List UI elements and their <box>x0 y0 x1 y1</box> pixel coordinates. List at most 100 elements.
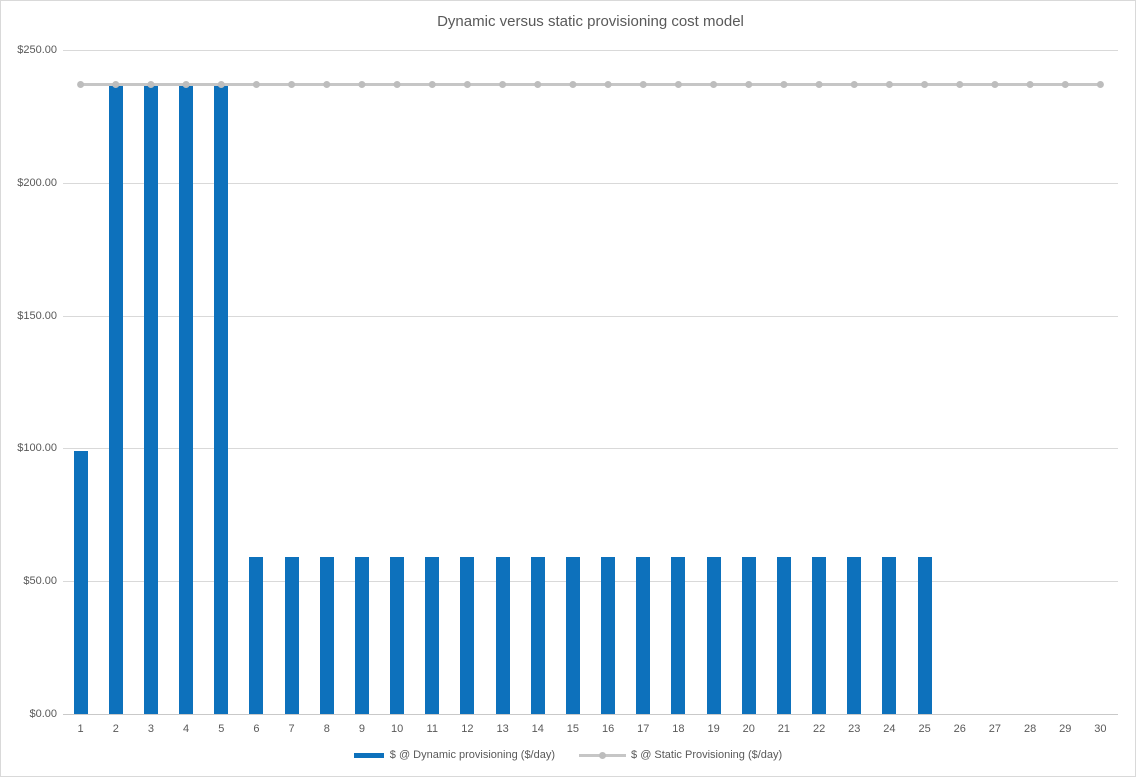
bar-day-2 <box>108 84 123 714</box>
line-marker-day-28 <box>1026 81 1034 89</box>
x-axis-tick-label: 6 <box>253 723 260 735</box>
y-axis-tick-label: $50.00 <box>23 575 57 588</box>
bar-day-3 <box>143 84 158 714</box>
x-axis-tick-label: 30 <box>1094 723 1107 735</box>
legend-item-static: $ @ Static Provisioning ($/day) <box>579 749 782 761</box>
x-axis-tick-label: 7 <box>288 723 295 735</box>
line-marker-day-23 <box>850 81 858 89</box>
bar-day-25 <box>917 557 932 714</box>
line-marker-day-18 <box>674 81 682 89</box>
x-axis-tick-label: 17 <box>637 723 650 735</box>
line-marker-day-17 <box>639 81 647 89</box>
line-marker-day-19 <box>710 81 718 89</box>
gridline <box>63 448 1118 450</box>
x-axis-tick-label: 27 <box>988 723 1002 735</box>
x-axis-tick-label: 4 <box>183 723 190 735</box>
line-marker-day-15 <box>569 81 577 89</box>
y-axis-tick-label: $200.00 <box>17 176 57 189</box>
x-axis-tick-label: 12 <box>461 723 474 735</box>
line-marker-day-26 <box>956 81 964 89</box>
bar-day-24 <box>882 557 897 714</box>
x-axis-tick-label: 13 <box>496 723 509 735</box>
line-marker-day-12 <box>463 81 471 89</box>
x-axis-tick-label: 24 <box>883 723 896 735</box>
x-axis-tick-label: 8 <box>323 723 330 735</box>
line-marker-day-16 <box>604 81 612 89</box>
line-marker-day-6 <box>252 81 260 89</box>
y-axis-tick-label: $250.00 <box>17 44 57 56</box>
x-axis-tick-label: 19 <box>707 723 720 735</box>
y-axis-tick-label: $0.00 <box>29 708 57 720</box>
line-marker-day-24 <box>885 81 893 89</box>
bar-day-5 <box>214 84 229 714</box>
legend: $ @ Dynamic provisioning ($/day) $ @ Sta… <box>1 749 1135 761</box>
x-axis-tick-label: 18 <box>672 723 685 735</box>
line-marker-day-1 <box>77 81 85 89</box>
line-marker-day-10 <box>393 81 401 89</box>
bar-day-10 <box>390 557 405 714</box>
bar-day-20 <box>741 557 756 714</box>
legend-label-static: $ @ Static Provisioning ($/day) <box>631 749 783 761</box>
line-marker-day-27 <box>991 81 999 89</box>
bar-day-4 <box>179 84 194 714</box>
legend-label-dynamic: $ @ Dynamic provisioning ($/day) <box>389 749 556 761</box>
bar-day-23 <box>847 557 862 714</box>
gridline <box>63 581 1118 583</box>
dynamic-series-swatch-icon <box>353 752 384 758</box>
line-marker-day-20 <box>745 81 753 89</box>
x-axis-tick-label: 9 <box>358 723 365 735</box>
bar-day-13 <box>495 557 510 714</box>
line-marker-day-9 <box>358 81 366 89</box>
x-axis-tick-label: 21 <box>777 723 791 735</box>
bar-day-1 <box>73 451 88 714</box>
line-marker-day-21 <box>780 81 788 89</box>
bar-day-15 <box>565 557 580 714</box>
x-axis-tick-label: 3 <box>147 723 154 735</box>
bar-day-14 <box>530 557 545 714</box>
line-marker-day-11 <box>428 81 436 89</box>
x-axis-tick-label: 11 <box>426 723 438 735</box>
line-marker-day-8 <box>323 81 331 89</box>
x-axis-tick-label: 22 <box>812 723 826 735</box>
x-axis-tick-label: 1 <box>77 723 84 735</box>
bar-day-19 <box>706 557 721 714</box>
line-marker-day-13 <box>499 81 507 89</box>
line-marker-day-29 <box>1061 81 1069 89</box>
bar-day-7 <box>284 557 299 714</box>
bar-day-6 <box>249 557 264 714</box>
legend-item-dynamic: $ @ Dynamic provisioning ($/day) <box>353 749 556 761</box>
bar-day-18 <box>671 557 686 714</box>
chart-title: Dynamic versus static provisioning cost … <box>437 13 744 30</box>
bar-day-8 <box>319 557 334 714</box>
bar-day-9 <box>354 557 369 714</box>
static-series-swatch-icon <box>579 751 627 759</box>
gridline <box>63 50 1118 51</box>
line-marker-day-14 <box>534 81 542 89</box>
bar-day-22 <box>812 557 827 714</box>
line-marker-day-30 <box>1096 81 1104 89</box>
x-axis-tick-label: 2 <box>112 723 119 735</box>
x-axis-tick-label: 20 <box>742 723 755 735</box>
x-axis-tick-label: 29 <box>1059 723 1072 735</box>
x-axis-tick-label: 15 <box>566 723 580 735</box>
x-axis-line <box>63 714 1118 715</box>
gridline <box>63 315 1118 317</box>
x-axis-tick-label: 26 <box>953 723 966 735</box>
bar-day-17 <box>636 557 651 714</box>
line-marker-day-22 <box>815 81 823 89</box>
bar-day-21 <box>776 557 791 714</box>
x-axis-tick-label: 10 <box>390 723 404 735</box>
y-axis-tick-label: $150.00 <box>17 309 57 322</box>
x-axis-tick-label: 28 <box>1023 723 1037 735</box>
bar-day-11 <box>425 557 440 714</box>
x-axis-tick-label: 23 <box>848 723 861 735</box>
line-marker-day-7 <box>288 81 296 89</box>
line-marker-day-25 <box>921 81 929 89</box>
bar-day-12 <box>460 557 475 714</box>
x-axis-tick-label: 5 <box>218 723 225 735</box>
x-axis-tick-label: 25 <box>918 723 931 735</box>
x-axis-tick-label: 14 <box>531 723 544 735</box>
x-axis-tick-label: 16 <box>601 723 615 735</box>
gridline <box>63 182 1118 184</box>
